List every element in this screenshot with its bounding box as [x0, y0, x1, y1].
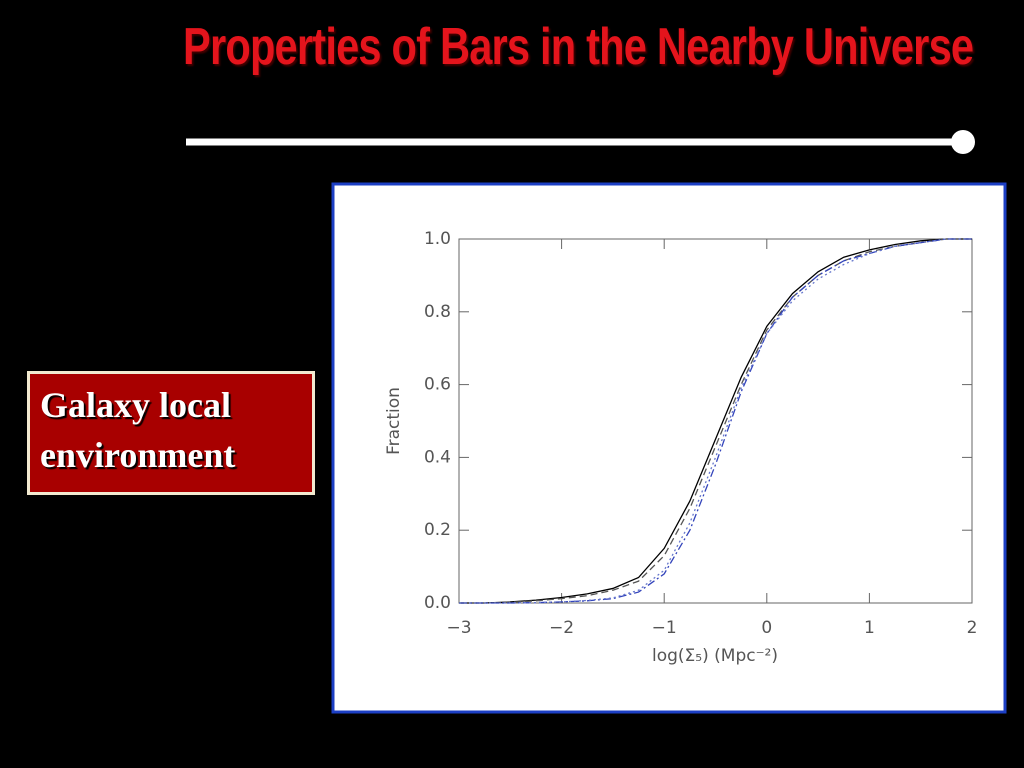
- x-axis-label: log(Σ₅) (Mpc⁻²): [652, 646, 778, 666]
- label-box: Galaxy local environment: [27, 371, 315, 495]
- x-tick-label: −1: [652, 618, 677, 638]
- y-tick-label: 0.2: [424, 520, 451, 540]
- x-tick-label: −3: [446, 618, 471, 638]
- slide-title: Properties of Bars in the Nearby Univers…: [183, 18, 974, 76]
- x-tick-label: 1: [864, 618, 875, 638]
- divider-dot: [951, 130, 975, 154]
- x-tick-label: 0: [761, 618, 772, 638]
- y-tick-label: 1.0: [424, 229, 451, 249]
- x-tick-label: −2: [549, 618, 574, 638]
- y-tick-label: 0.8: [424, 302, 451, 322]
- plot-frame: [458, 238, 973, 604]
- chart-panel: [331, 182, 1007, 714]
- y-axis-label: Fraction: [384, 387, 404, 455]
- x-tick-label: 2: [967, 618, 978, 638]
- y-tick-label: 0.0: [424, 593, 451, 613]
- y-tick-label: 0.6: [424, 375, 451, 395]
- line-series: [459, 238, 972, 604]
- line-series: [459, 238, 972, 604]
- y-tick-label: 0.4: [424, 447, 451, 467]
